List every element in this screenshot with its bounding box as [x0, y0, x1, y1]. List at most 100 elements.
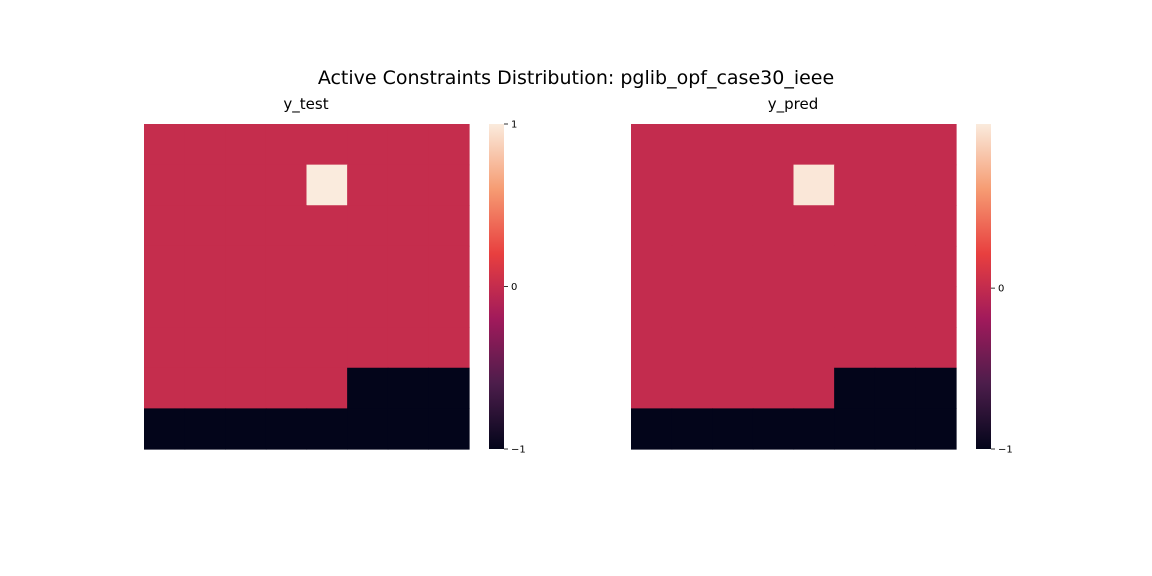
heatmap-cell [712, 245, 754, 288]
panel-title-y-pred: y_pred [768, 95, 819, 114]
heatmap-cell [752, 327, 795, 369]
heatmap-cell [428, 327, 470, 369]
heatmap-cells-y-test [144, 124, 470, 450]
heatmap-cell [144, 286, 186, 328]
colorbar-tick-label: −1 [511, 445, 526, 456]
heatmap-cell [874, 327, 916, 369]
heatmap-cell [225, 124, 267, 166]
heatmap-cell [915, 286, 957, 328]
heatmap-cell [671, 124, 713, 166]
heatmap-cell [428, 367, 470, 409]
heatmap-cell [631, 124, 673, 166]
heatmap-cell [428, 286, 470, 328]
heatmap-cell [631, 245, 673, 288]
heatmap-cell [306, 164, 348, 206]
heatmap-cell [874, 205, 916, 247]
heatmap-cell [874, 164, 916, 206]
colorbar-tick-label: 0 [511, 282, 517, 293]
heatmap-cell [144, 164, 186, 206]
heatmap-cell [387, 286, 429, 328]
heatmap-cell [387, 408, 429, 450]
heatmap-panel-y-pred: y_pred 0 −1 [631, 95, 1013, 456]
heatmap-cell [671, 205, 713, 247]
heatmap-cell [915, 408, 957, 450]
heatmap-cell [184, 205, 226, 247]
heatmap-cell [793, 205, 835, 247]
heatmap-cell [387, 367, 429, 409]
heatmap-cell [306, 327, 348, 369]
heatmap-cell [225, 245, 267, 288]
heatmap-cell [671, 164, 713, 206]
heatmap-cell [306, 286, 348, 328]
heatmap-cell [834, 245, 876, 288]
colorbar-y-pred: 0 −1 [976, 124, 1013, 456]
heatmap-cell [347, 164, 389, 206]
heatmap-cell [712, 205, 754, 247]
colorbar-gradient [489, 124, 504, 449]
heatmap-cell [874, 286, 916, 328]
heatmap-cell [225, 327, 267, 369]
heatmap-cell [428, 245, 470, 288]
heatmap-cell [915, 205, 957, 247]
heatmap-cell [225, 408, 267, 450]
heatmap-cell [184, 164, 226, 206]
heatmap-cell [752, 205, 795, 247]
heatmap-cell [834, 408, 876, 450]
heatmap-cell [915, 124, 957, 166]
heatmap-cell [184, 286, 226, 328]
colorbar-gradient [976, 124, 991, 449]
heatmap-cell [631, 367, 673, 409]
heatmap-cell [265, 367, 308, 409]
heatmap-cell [225, 164, 267, 206]
heatmap-cell [265, 124, 308, 166]
heatmap-cell [712, 408, 754, 450]
heatmap-cell [793, 408, 835, 450]
heatmap-cell [265, 286, 308, 328]
heatmap-cell [712, 286, 754, 328]
heatmap-cell [306, 205, 348, 247]
heatmap-cell [752, 124, 795, 166]
heatmap-cell [306, 124, 348, 166]
heatmap-cell [915, 245, 957, 288]
heatmap-cell [793, 367, 835, 409]
heatmap-cells-y-pred [631, 124, 957, 450]
heatmap-cell [347, 205, 389, 247]
heatmap-cell [265, 245, 308, 288]
heatmap-cell [834, 124, 876, 166]
heatmap-cell [752, 245, 795, 288]
heatmap-cell [144, 205, 186, 247]
heatmap-cell [671, 245, 713, 288]
heatmap-cell [793, 164, 835, 206]
heatmap-cell [306, 367, 348, 409]
heatmap-cell [347, 408, 389, 450]
colorbar-tick-label: −1 [998, 445, 1013, 456]
heatmap-cell [915, 164, 957, 206]
heatmap-cell [347, 327, 389, 369]
heatmap-cell [387, 327, 429, 369]
heatmap-cell [428, 164, 470, 206]
heatmap-cell [144, 327, 186, 369]
heatmap-cell [265, 327, 308, 369]
heatmap-cell [834, 327, 876, 369]
heatmap-cell [631, 408, 673, 450]
heatmap-cell [144, 124, 186, 166]
heatmap-cell [834, 205, 876, 247]
colorbar-tick-label: 1 [511, 120, 517, 131]
heatmap-cell [793, 124, 835, 166]
heatmap-cell [834, 286, 876, 328]
heatmap-cell [712, 164, 754, 206]
heatmap-cell [671, 367, 713, 409]
heatmap-cell [671, 286, 713, 328]
heatmap-cell [144, 408, 186, 450]
heatmap-cell [428, 205, 470, 247]
heatmap-cell [306, 408, 348, 450]
heatmap-cell [347, 286, 389, 328]
heatmap-cell [874, 124, 916, 166]
heatmap-cell [347, 124, 389, 166]
heatmap-panel-y-test: y_test 1 0 −1 [144, 95, 526, 456]
heatmap-cell [793, 327, 835, 369]
heatmap-cell [874, 367, 916, 409]
panel-title-y-test: y_test [283, 95, 328, 114]
heatmap-cell [387, 205, 429, 247]
